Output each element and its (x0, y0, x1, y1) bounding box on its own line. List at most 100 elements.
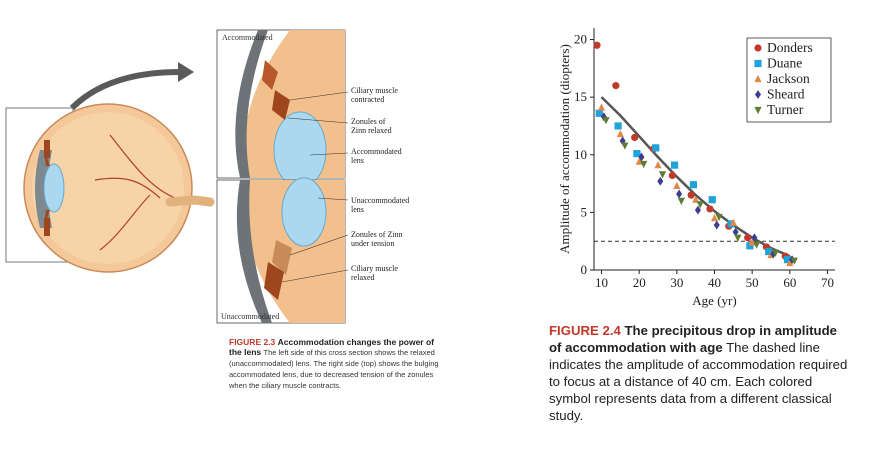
legend-label-jackson: Jackson (767, 71, 810, 86)
data-point-sheard (638, 152, 645, 162)
data-point-duane (595, 109, 603, 117)
unaccommodated-panel (216, 177, 349, 324)
data-point-donders (668, 171, 676, 180)
y-tick-label: 0 (581, 262, 588, 277)
annot-line: Ciliary muscle (351, 86, 398, 95)
y-tick-label: 10 (574, 147, 587, 162)
y-tick-label: 5 (581, 204, 588, 219)
data-point-turner (734, 234, 742, 242)
figure-2-3-caption: FIGURE 2.3 Accommodation changes the pow… (229, 337, 439, 391)
figure-2-3-number: FIGURE 2.3 (229, 337, 276, 347)
x-tick-label: 30 (670, 275, 683, 290)
data-point-donders (631, 133, 639, 142)
data-point-turner (753, 241, 761, 249)
legend-label-turner: Turner (767, 102, 804, 117)
label-accommodated: Accommodated (222, 33, 273, 42)
figure-2-3-heading: Accommodation changes the power of the l… (229, 337, 434, 357)
data-point-duane (708, 196, 716, 204)
data-point-duane (689, 181, 698, 189)
figure-2-3-body: The left side of this cross section show… (229, 348, 439, 390)
x-axis-label: Age (yr) (692, 293, 736, 308)
data-point-jackson (616, 129, 624, 138)
legend-marker-jackson (754, 74, 762, 83)
data-point-sheard (657, 176, 664, 186)
x-tick-label: 50 (746, 275, 759, 290)
data-point-turner (715, 213, 723, 222)
annot-line: Zonules of (351, 117, 386, 126)
annot-zonules-relaxed: Zonules of Zinn relaxed (351, 117, 392, 135)
x-tick-label: 40 (708, 275, 721, 290)
data-point-sheard (732, 227, 739, 237)
data-point-turner (790, 257, 798, 265)
data-point-duane (652, 144, 660, 152)
y-tick-label: 20 (574, 32, 587, 47)
data-point-turner (696, 201, 704, 209)
x-tick-label: 60 (783, 275, 796, 290)
data-point-donders (744, 234, 752, 242)
legend-label-duane: Duane (767, 56, 802, 71)
annot-accommodated-lens: Accommodated lens (351, 147, 402, 165)
figure-2-4-number: FIGURE 2.4 (549, 323, 621, 338)
data-point-turner (640, 160, 648, 169)
annot-line: under tension (351, 239, 395, 248)
annot-ciliary-relaxed: Ciliary muscle relaxed (351, 264, 398, 282)
annot-line: relaxed (351, 273, 375, 282)
data-point-turner (621, 142, 629, 150)
data-point-sheard (751, 233, 758, 243)
data-point-jackson (692, 195, 700, 203)
legend-label-sheard: Sheard (767, 87, 805, 102)
trend-curve (600, 96, 791, 258)
y-axis-label: Amplitude of accommodation (diopters) (557, 44, 572, 254)
data-point-sheard (694, 205, 701, 215)
figure-2-4-caption: FIGURE 2.4 The precipitous drop in ampli… (549, 322, 849, 424)
data-point-sheard (619, 136, 626, 146)
data-point-jackson (597, 103, 606, 111)
legend-label-donders: Donders (767, 40, 813, 55)
data-point-jackson (729, 218, 737, 226)
annot-line: Zinn relaxed (351, 126, 392, 135)
zoom-arrow (69, 69, 181, 111)
annot-line: Accommodated (351, 147, 402, 156)
data-point-sheard (676, 189, 683, 199)
data-point-duane (670, 161, 679, 169)
eyeball-cross-section (23, 103, 215, 273)
annot-line: Zonules of Zinn (351, 230, 403, 239)
chart-axes: 0 5 10 15 20 10 20 30 40 50 60 70 Age (yr) Amplitude … (557, 28, 835, 308)
data-point-sheard (713, 220, 720, 230)
data-point-jackson (654, 161, 662, 169)
data-point-jackson (710, 214, 719, 222)
legend-marker-turner (754, 106, 762, 115)
legend-marker-donders (754, 44, 762, 52)
data-point-donders (687, 191, 695, 199)
annot-ciliary-contracted: Ciliary muscle contracted (351, 86, 398, 104)
data-point-duane (633, 150, 641, 158)
x-tick-label: 20 (633, 275, 646, 290)
figure-2-4-heading: The precipitous drop in amplitude of acc… (549, 323, 837, 355)
data-point-turner (602, 117, 610, 125)
annot-line: Unaccommodated (351, 196, 410, 205)
legend-marker-sheard (755, 90, 761, 99)
data-point-jackson (748, 238, 756, 246)
label-unaccommodated: Unaccommodated (221, 312, 280, 321)
data-point-sheard (770, 249, 777, 259)
data-point-turner (658, 171, 667, 179)
accommodated-panel (216, 29, 349, 189)
accommodation-chart: 0 5 10 15 20 10 20 30 40 50 60 70 Age (yr) Amplitude … (557, 28, 835, 308)
y-tick-label: 15 (574, 89, 587, 104)
annot-line: lens (351, 156, 364, 165)
annot-line: Ciliary muscle (351, 264, 398, 273)
data-point-jackson (673, 181, 681, 189)
data-point-duane (765, 247, 773, 256)
trend-curve-path (600, 96, 791, 258)
data-point-jackson (635, 157, 643, 165)
x-tick-label: 70 (821, 275, 834, 290)
data-point-duane (746, 242, 754, 250)
data-points (593, 41, 798, 267)
annot-line: lens (351, 205, 364, 214)
arrow-head-icon (178, 62, 194, 82)
data-point-sheard (600, 112, 607, 122)
data-point-donders (612, 82, 620, 90)
figure-2-4-body: The dashed line indicates the amplitude … (549, 340, 848, 423)
data-point-duane (783, 256, 792, 264)
